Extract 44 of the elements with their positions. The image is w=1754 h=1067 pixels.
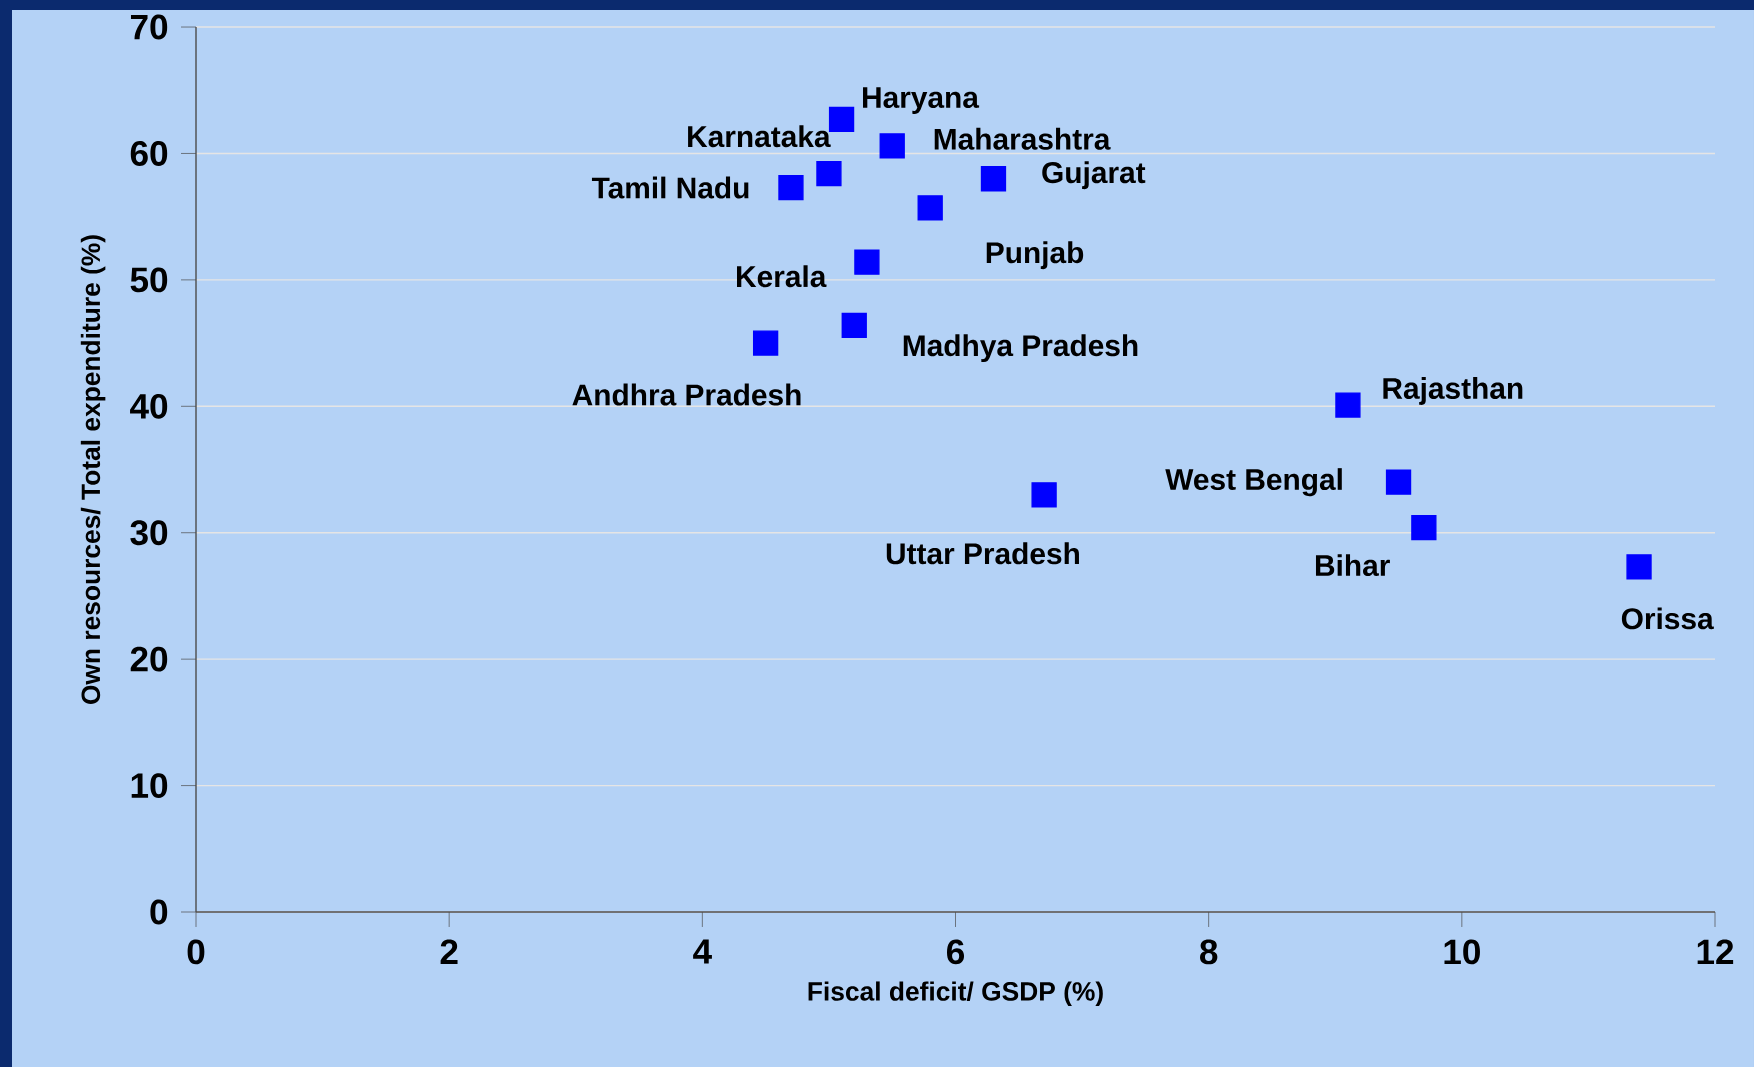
point (1626, 554, 1652, 580)
x-tick-label: 10 (1444, 939, 1480, 965)
data-label: Orissa (1621, 607, 1714, 630)
point (778, 174, 804, 201)
point (841, 312, 867, 339)
x-tick-label: 0 (187, 939, 205, 965)
point (879, 133, 905, 159)
point (1411, 515, 1437, 541)
y-axis-title: Own resources/ Total expenditure (%) (80, 235, 106, 704)
data-label: Haryana (863, 87, 980, 114)
x-tick-label: 8 (1200, 939, 1218, 965)
y-tick-label: 0 (150, 899, 168, 925)
x-tick-label: 6 (947, 939, 965, 965)
point (752, 330, 779, 356)
data-label: Madhya Pradesh (903, 334, 1138, 363)
data-label: Bihar (1315, 554, 1390, 577)
point (917, 195, 943, 221)
point (1335, 392, 1361, 418)
data-label: Tamil Nadu (591, 176, 749, 199)
data-label: Punjab (986, 241, 1084, 270)
x-tick-label: 2 (440, 939, 458, 964)
data-label: Karnataka (688, 125, 831, 148)
y-tick-label: 50 (130, 267, 168, 293)
point (980, 166, 1007, 192)
point (854, 249, 880, 275)
y-tick-label: 20 (130, 646, 168, 672)
point (816, 161, 842, 187)
x-axis-title: Fiscal deficit/ GSDP (%) (808, 981, 1103, 1006)
y-tick-label: 10 (131, 773, 168, 799)
data-label: Kerala (737, 265, 827, 288)
data-label: Gujarat (1042, 161, 1146, 190)
y-tick-label: 60 (130, 141, 168, 166)
data-label: Rajasthan (1383, 377, 1523, 405)
data-label: Andhra Pradesh (572, 383, 801, 406)
data-label: West Bengal (1165, 468, 1342, 497)
y-tick-label: 40 (130, 393, 168, 419)
point (1385, 469, 1412, 495)
x-tick-label: 12 (1697, 939, 1734, 964)
x-tick-label: 4 (693, 939, 712, 964)
data-label: Maharashtra (934, 127, 1111, 150)
data-label: Uttar Pradesh (886, 542, 1079, 565)
point (1031, 482, 1057, 508)
y-tick-label: 30 (130, 520, 168, 546)
y-tick-label: 70 (130, 14, 168, 40)
